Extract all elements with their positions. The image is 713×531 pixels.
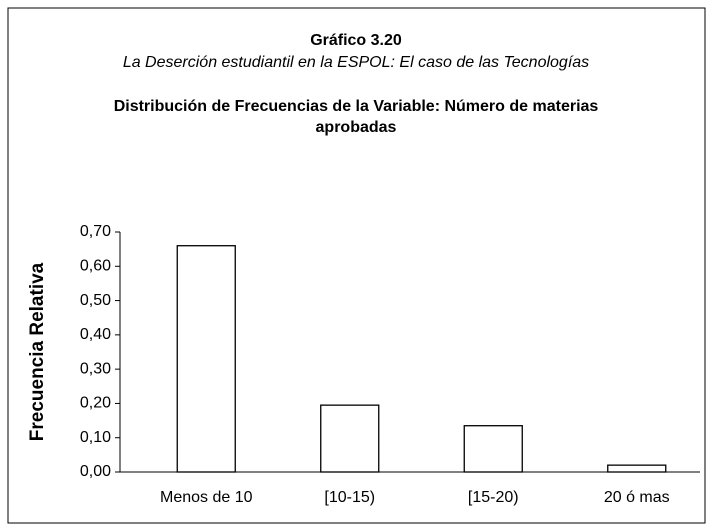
y-tick-label: 0,10	[80, 429, 111, 446]
bar	[607, 464, 667, 473]
y-axis-label: Frecuencia Relativa	[27, 262, 48, 441]
x-tick-label: 20 ó mas	[604, 489, 670, 506]
y-tick-label: 0,40	[80, 326, 111, 343]
y-tick-label: 0,00	[80, 463, 111, 480]
bar	[176, 245, 236, 473]
y-tick-label: 0,50	[80, 292, 111, 309]
y-tick-label: 0,30	[80, 360, 111, 377]
y-tick-label: 0,70	[80, 223, 111, 240]
x-tick-label: [10-15)	[324, 489, 375, 506]
y-tick-label: 0,20	[80, 395, 111, 412]
x-tick-label: Menos de 10	[160, 489, 253, 506]
bar	[320, 404, 380, 473]
chart-title: Gráfico 3.20	[310, 32, 402, 49]
chart-heading: Distribución de Frecuencias de la Variab…	[113, 98, 599, 136]
y-tick-label: 0,60	[80, 258, 111, 275]
x-tick-label: [15-20)	[468, 489, 519, 506]
bar	[463, 425, 523, 473]
chart-subtitle: La Deserción estudiantil en la ESPOL: El…	[122, 54, 590, 71]
